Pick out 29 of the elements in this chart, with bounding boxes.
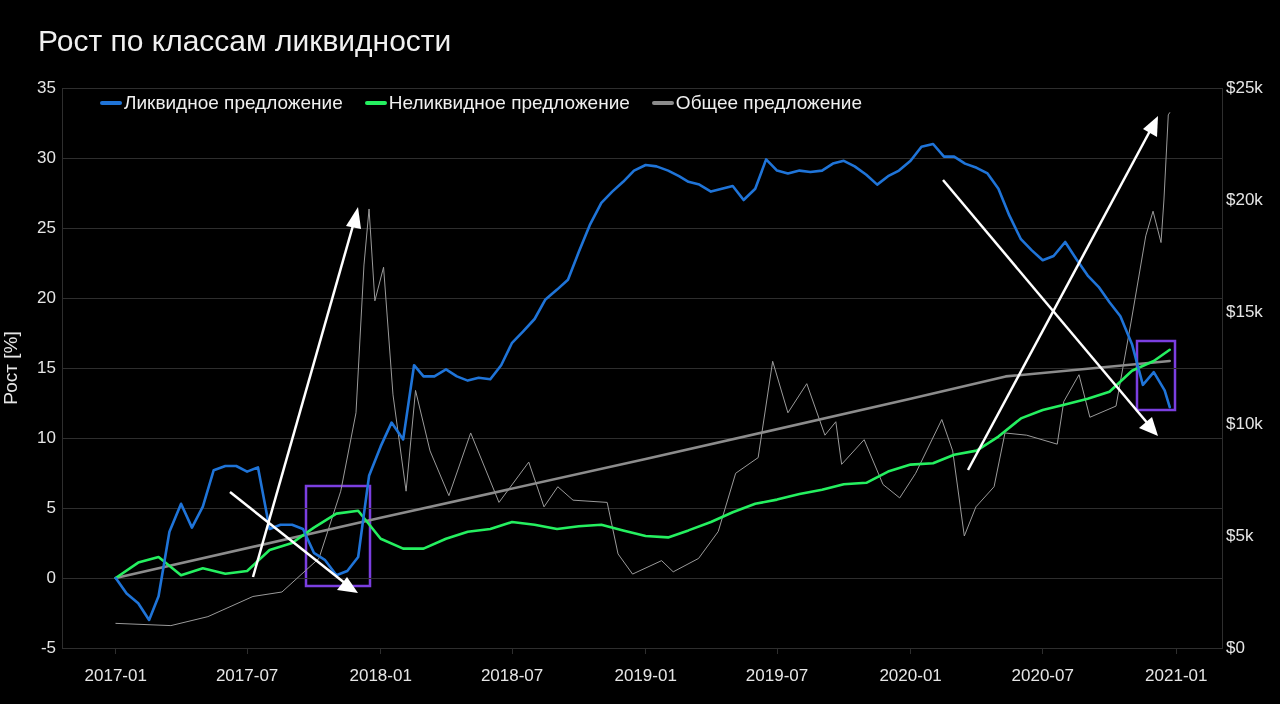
x-tick-label: 2017-07 (215, 665, 279, 685)
y-tick-label: 25 (37, 217, 56, 237)
y-tick-label: 35 (37, 77, 56, 97)
y2-tick-label: $15k (1226, 301, 1264, 321)
x-tick-label: 2020-07 (1011, 665, 1074, 685)
y-tick-label: 5 (46, 497, 56, 517)
y-tick-label: 30 (37, 147, 56, 167)
x-tick-label: 2019-07 (745, 665, 809, 685)
legend-label: Ликвидное предложение (124, 92, 343, 114)
legend-label: Неликвидное предложение (388, 92, 630, 114)
x-tick-label: 2020-01 (879, 665, 942, 685)
chart-title: Рост по классам ликвидности (38, 24, 452, 58)
y2-tick-label: $25k (1226, 77, 1264, 97)
y-tick-label: 15 (37, 357, 56, 377)
legend-label: Общее предложение (675, 92, 863, 114)
y-tick-label: -5 (40, 637, 56, 657)
x-tick-label: 2019-01 (614, 665, 677, 685)
y-tick-label: 20 (37, 287, 56, 307)
x-tick-label: 2018-07 (480, 665, 544, 685)
y2-tick-label: $0 (1226, 637, 1245, 657)
y2-tick-label: $5k (1226, 525, 1254, 545)
y-tick-label: 10 (37, 427, 56, 447)
y-axis-title: Рост [%] (0, 331, 21, 405)
y2-tick-label: $10k (1226, 413, 1264, 433)
x-tick-label: 2017-01 (84, 665, 147, 685)
x-tick-label: 2018-01 (349, 665, 412, 685)
x-tick-label: 2021-01 (1145, 665, 1208, 685)
y-tick-label: 0 (46, 567, 56, 587)
y2-tick-label: $20k (1226, 189, 1264, 209)
